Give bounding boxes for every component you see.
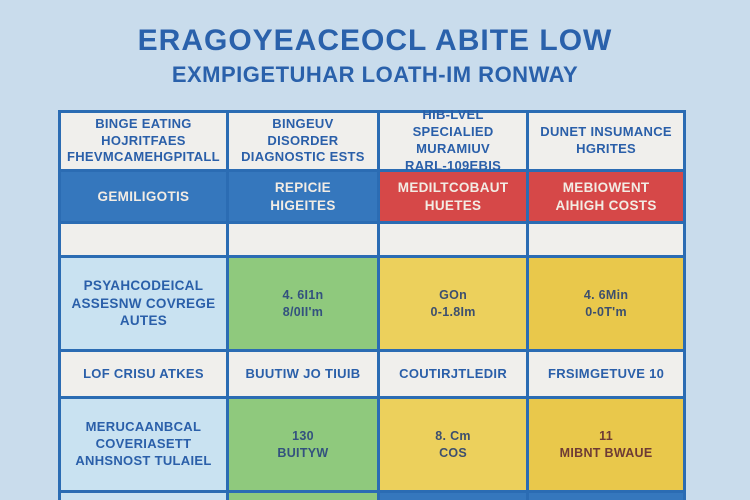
label-row-col4: FRSIMGETUVE 10: [529, 352, 683, 396]
spacer-cell-col3: [379, 224, 527, 255]
header-cell-col1: BINGE EATING HOJRITFAES FHEVMCAMEHGPITAL…: [61, 113, 226, 169]
band-cell-col3: MEDILTCOBAUT HUETES: [379, 172, 527, 221]
spacer-cell-col1: [61, 224, 226, 255]
data-row2-label: MERUCAANBCAL COVERIASETT ANHSNOST TULAIE…: [61, 399, 226, 490]
label-row-col3: COUTIRJTLEDIR: [379, 352, 527, 396]
data-row1-value-col2: 4. 6I1n 8/0II'm: [228, 258, 377, 349]
header-cell-col3: HIB-LVEL SPECIALIED MURAMIUV RARL-109EBI…: [379, 107, 527, 173]
header-cell-col2: BINGEUV DISORDER DIAGNOSTIC ESTS: [228, 113, 377, 169]
label-row-col1: LOF CRISU ATKES: [61, 352, 226, 396]
title-line-2: EXMPIGETUHAR LOATH-IM RONWAY: [171, 62, 579, 87]
data-row1-label: PSYAHCODEICAL ASSESNW COVREGE AUTES: [61, 258, 226, 349]
header-cell-col4: DUNET INSUMANCE HGRITES: [529, 113, 683, 169]
spacer-cell-col2: [228, 224, 377, 255]
data-row2-value-col4: 11 MIBNT BWAUE: [529, 399, 683, 490]
page-title: ERAGOYEACEOCL ABITE LOW EXMPIGETUHAR LOA…: [0, 24, 750, 88]
comparison-table: BINGE EATING HOJRITFAES FHEVMCAMEHGPITAL…: [58, 107, 686, 500]
band-cell-col4: MEBIOWENT AIHIGH COSTS: [529, 172, 683, 221]
data-row2-value-col3: 8. Cm COS: [379, 399, 527, 490]
cutoff-row-col1: [61, 493, 226, 500]
cutoff-row-col2: [228, 493, 377, 500]
label-row-col2: BUUTIW JO TIUIB: [228, 352, 377, 396]
cutoff-row-col4: [529, 493, 683, 500]
band-cell-col1: GEMILIGOTIS: [61, 172, 226, 221]
data-row1-value-col3: GOn 0-1.8Im: [379, 258, 527, 349]
title-line-1: ERAGOYEACEOCL ABITE LOW: [137, 24, 613, 57]
cutoff-row-col3: [379, 493, 527, 500]
data-row2-value-col2: 130 BUITYW: [228, 399, 377, 490]
data-row1-value-col4: 4. 6Min 0-0T'm: [529, 258, 683, 349]
band-cell-col2: REPICIE HIGEITES: [228, 172, 377, 221]
spacer-cell-col4: [529, 224, 683, 255]
